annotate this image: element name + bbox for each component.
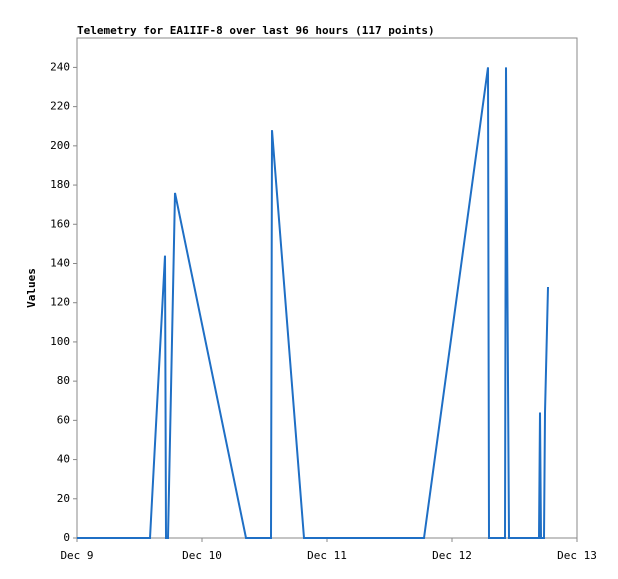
y-tick-label: 180 <box>50 178 70 191</box>
y-tick-label: 0 <box>63 531 70 544</box>
y-tick-label: 100 <box>50 335 70 348</box>
x-tick-label: Dec 11 <box>307 549 347 562</box>
x-tick-label: Dec 13 <box>557 549 597 562</box>
plot-frame <box>76 37 578 539</box>
x-tick-label: Dec 9 <box>60 549 93 562</box>
x-tick-label: Dec 12 <box>432 549 472 562</box>
y-tick-label: 20 <box>57 492 70 505</box>
y-tick-label: 220 <box>50 100 70 113</box>
y-tick-label: 160 <box>50 217 70 230</box>
x-tick-label: Dec 10 <box>182 549 222 562</box>
data-line <box>77 67 549 539</box>
y-axis-label: Values <box>25 268 38 308</box>
y-tick-label: 140 <box>50 256 70 269</box>
y-tick-label: 80 <box>57 374 70 387</box>
y-tick-label: 60 <box>57 413 70 426</box>
y-tick-label: 40 <box>57 453 70 466</box>
y-tick-label: 240 <box>50 60 70 73</box>
y-tick-label: 120 <box>50 296 70 309</box>
y-tick-label: 200 <box>50 139 70 152</box>
chart-title: Telemetry for EA1IIF-8 over last 96 hour… <box>77 24 435 37</box>
